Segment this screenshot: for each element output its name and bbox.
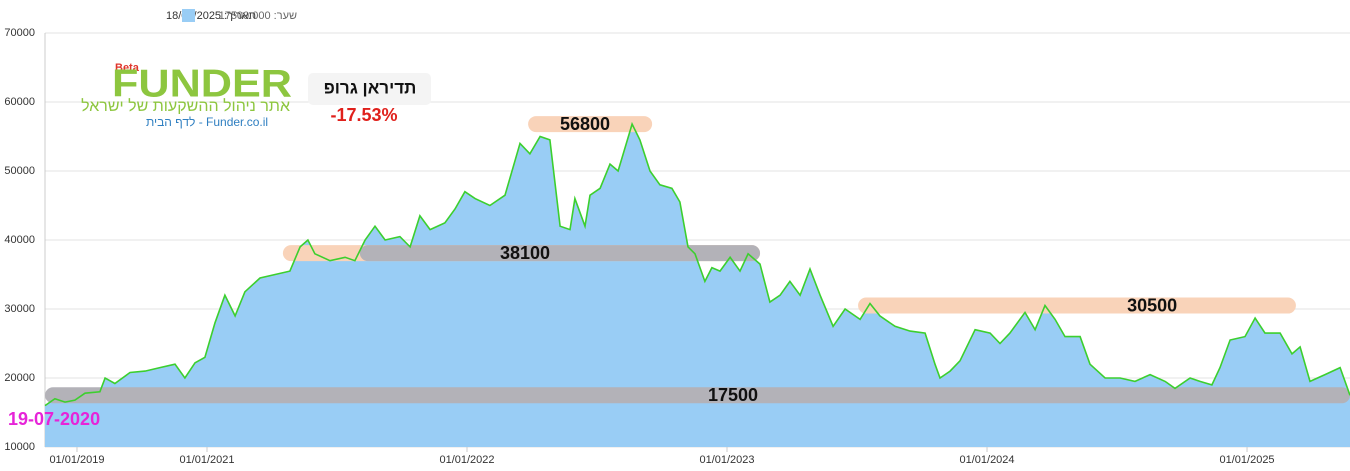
start-date-label: 19-07-2020	[8, 409, 100, 429]
logo-link[interactable]: לדף הבית - Funder.co.il	[146, 115, 268, 129]
level-band	[528, 116, 653, 133]
level-label: 17500	[708, 385, 758, 405]
y-tick-label: 70000	[4, 27, 35, 39]
x-tick-label: 01/01/2023	[699, 454, 754, 466]
plot-area: 10000 20000 30000 40000 50000 60000 70000 01/01…	[4, 27, 1350, 466]
y-tick-label: 30000	[4, 303, 35, 315]
y-tick-label: 60000	[4, 96, 35, 108]
x-tick-label: 01/01/2024	[959, 454, 1014, 466]
x-tick-label: 01/01/2022	[439, 454, 494, 466]
logo[interactable]: Beta FUNDER אתר ניהול ההשקעות של ישראל ל…	[81, 62, 292, 129]
y-tick-label: 20000	[4, 372, 35, 384]
y-tick-label: 40000	[4, 234, 35, 246]
level-label: 38100	[500, 243, 550, 263]
level-band	[359, 245, 761, 262]
level-band	[858, 297, 1296, 314]
stock-box	[308, 73, 431, 105]
x-tick-label: 01/01/2019	[49, 454, 104, 466]
price-line	[44, 121, 1350, 407]
stock-name: תדיראן גרופ	[324, 78, 417, 97]
x-tick-label: 01/01/2021	[179, 454, 234, 466]
legend-swatch	[182, 9, 195, 22]
y-tick-label: 50000	[4, 165, 35, 177]
y-tick-label: 10000	[4, 441, 35, 453]
logo-tagline: אתר ניהול ההשקעות של ישראל	[81, 97, 290, 115]
logo-beta: Beta	[115, 62, 140, 74]
stock-change: -17.53%	[330, 105, 397, 125]
x-tick-label: 01/01/2025	[1220, 454, 1275, 466]
level-band	[45, 387, 1350, 404]
legend-label: שער: 17500.000	[219, 10, 297, 22]
level-label: 30500	[1127, 295, 1177, 315]
logo-name: FUNDER	[112, 62, 292, 105]
area	[45, 124, 1350, 447]
level-label: 56800	[560, 114, 610, 134]
